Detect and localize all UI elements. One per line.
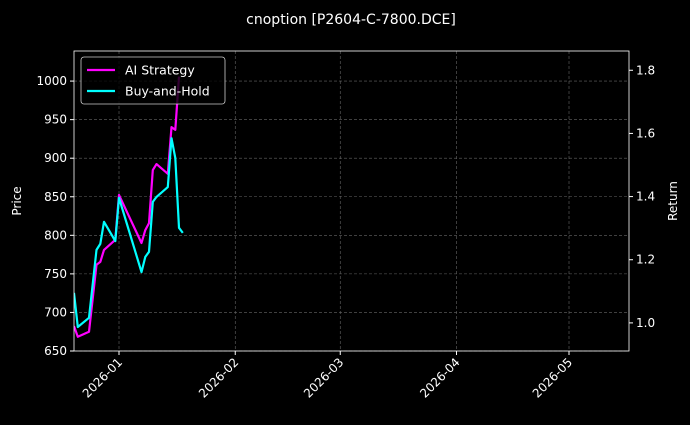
- legend-label-buy-and-hold: Buy-and-Hold: [125, 84, 210, 99]
- y-tick-label: 750: [44, 267, 67, 281]
- y-tick-label: 850: [44, 190, 67, 204]
- grid: [74, 51, 629, 352]
- series-line-buy-and-hold: [74, 137, 184, 329]
- y-tick-label: 650: [44, 344, 67, 358]
- series-lines: [74, 76, 184, 338]
- y2-tick-label: 1.4: [636, 190, 655, 204]
- y-axis-label: Price: [10, 186, 24, 215]
- y2-tick-label: 1.6: [636, 126, 655, 140]
- y-tick-label: 700: [44, 305, 67, 319]
- legend-label-ai-strategy: AI Strategy: [125, 63, 195, 78]
- legend: AI Strategy Buy-and-Hold: [80, 56, 226, 105]
- y2-axis-label: Return: [666, 181, 680, 221]
- plot-frame: [73, 50, 630, 352]
- y-tick-label: 950: [44, 113, 67, 127]
- y-tick-label: 900: [44, 151, 67, 165]
- chart-title: cnoption [P2604-C-7800.DCE]: [246, 12, 456, 28]
- y-tick-label: 1000: [36, 74, 67, 88]
- y2-tick-label: 1.2: [636, 253, 655, 267]
- y2-tick-label: 1.0: [636, 316, 655, 330]
- y-tick-label: 800: [44, 228, 67, 242]
- legend-box: [80, 56, 226, 105]
- y2-tick-label: 1.8: [636, 63, 655, 77]
